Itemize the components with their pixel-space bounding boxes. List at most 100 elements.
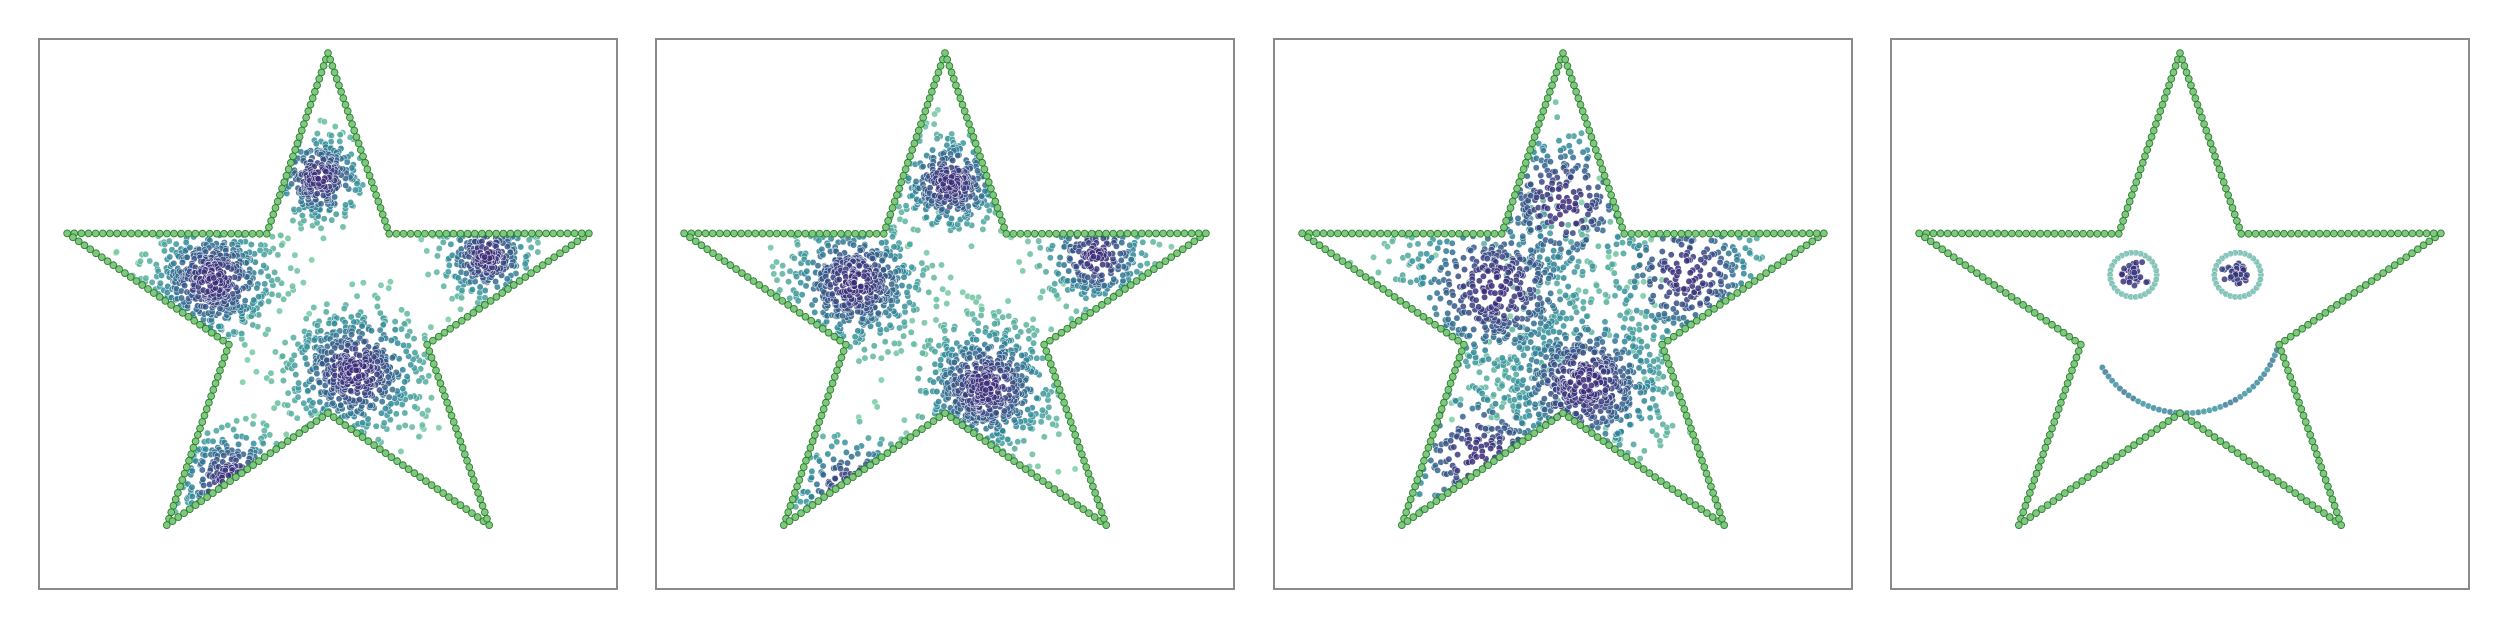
- data-point: [411, 403, 419, 411]
- data-point: [298, 212, 306, 219]
- outline-point: [272, 445, 281, 454]
- outline-point: [234, 229, 243, 238]
- outline-point: [266, 449, 275, 458]
- data-point: [394, 339, 402, 347]
- data-point: [373, 303, 381, 310]
- data-point: [818, 245, 826, 253]
- data-point: [260, 262, 268, 270]
- data-points: [112, 117, 542, 516]
- data-point: [1047, 325, 1055, 333]
- outline-point: [216, 366, 224, 375]
- outline-point: [714, 253, 723, 262]
- data-point: [302, 315, 310, 323]
- data-point: [1049, 242, 1056, 250]
- data-point: [402, 347, 410, 355]
- outline-point: [208, 489, 217, 497]
- outline-point: [207, 392, 215, 401]
- data-point: [931, 110, 939, 118]
- data-point: [1544, 255, 1552, 263]
- outline-point: [912, 133, 921, 141]
- data-point: [900, 318, 908, 326]
- outline-point: [1173, 249, 1181, 258]
- data-point: [340, 305, 348, 312]
- data-point: [235, 440, 242, 448]
- outline-point: [381, 449, 390, 458]
- data-point: [1619, 239, 1626, 247]
- outline-point: [802, 505, 811, 513]
- data-point: [401, 409, 409, 417]
- outline-point: [335, 81, 343, 90]
- data-point: [1436, 239, 1444, 246]
- outline-point: [278, 441, 286, 450]
- data-point: [1519, 232, 1527, 240]
- outline-point: [370, 184, 378, 193]
- data-point: [1011, 323, 1019, 331]
- outline-point: [196, 320, 204, 329]
- data-point: [1030, 331, 1038, 339]
- data-point: [292, 371, 300, 379]
- subplot-2: [655, 38, 1235, 590]
- outline-point: [276, 191, 284, 199]
- outline-point: [393, 457, 401, 465]
- outline-point: [313, 81, 321, 90]
- outline-point: [901, 165, 910, 174]
- data-point: [399, 366, 407, 374]
- outline-point: [1184, 241, 1193, 250]
- outline-point: [978, 158, 987, 167]
- outline-point: [934, 68, 943, 77]
- outline-point: [1109, 293, 1118, 301]
- outline-point: [225, 340, 233, 349]
- data-point: [1746, 249, 1754, 257]
- data-point: [1517, 364, 1525, 372]
- outline-point: [744, 229, 753, 238]
- data-point: [401, 421, 409, 429]
- outline-point: [784, 508, 793, 517]
- data-point: [293, 414, 301, 422]
- data-point: [1553, 279, 1561, 287]
- outline-point: [468, 509, 476, 517]
- outline-point: [302, 113, 310, 122]
- outline-point: [890, 197, 899, 206]
- data-point: [896, 324, 903, 332]
- outline-point: [341, 100, 350, 109]
- data-point: [1484, 396, 1492, 404]
- data-point: [1050, 287, 1058, 295]
- data-point: [248, 348, 256, 356]
- outline-point: [328, 62, 337, 70]
- data-point: [767, 244, 775, 252]
- data-point: [1623, 412, 1631, 420]
- data-point: [1475, 368, 1483, 376]
- outline-point: [445, 405, 454, 413]
- data-point: [966, 354, 974, 362]
- data-point: [387, 400, 395, 408]
- data-point: [1404, 252, 1412, 259]
- data-point: [837, 465, 844, 473]
- data-point: [1137, 262, 1144, 270]
- outline-point: [432, 366, 440, 375]
- data-point: [331, 193, 339, 201]
- data-point: [521, 260, 529, 268]
- outline-point: [109, 261, 118, 270]
- data-point: [1035, 262, 1043, 270]
- data-point: [253, 284, 261, 292]
- data-point: [1643, 342, 1651, 350]
- outline-point: [778, 297, 787, 305]
- outline-point: [749, 277, 758, 285]
- data-point: [919, 349, 926, 357]
- data-point: [1552, 98, 1560, 106]
- outline-point: [191, 229, 200, 238]
- data-point: [1663, 327, 1671, 335]
- outline-point: [260, 453, 269, 461]
- outline-point: [533, 265, 541, 273]
- data-point: [198, 466, 206, 474]
- outline-point: [830, 373, 839, 381]
- outline-point: [200, 411, 209, 420]
- outline-point: [960, 107, 969, 115]
- data-point: [1040, 433, 1048, 441]
- outline-point: [538, 261, 547, 270]
- data-point: [1519, 376, 1527, 384]
- data-point: [1635, 364, 1643, 372]
- outline-point: [170, 229, 178, 238]
- data-point: [267, 369, 275, 377]
- data-point: [1000, 373, 1008, 380]
